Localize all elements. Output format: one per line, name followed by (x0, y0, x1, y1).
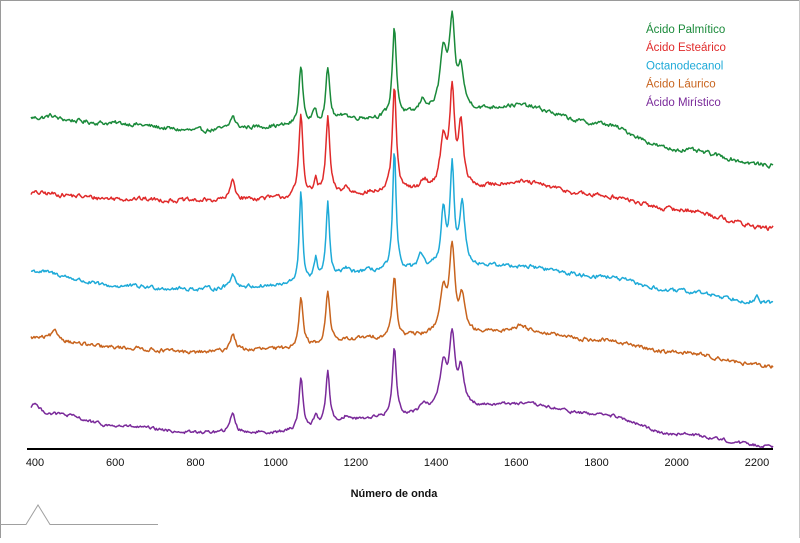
series-line-3 (30, 153, 774, 305)
corner-tab-decoration (0, 504, 158, 525)
x-tick-label: 2000 (664, 457, 688, 469)
x-tick-label: 1800 (584, 457, 608, 469)
legend-item-1: Ácido Palmítico (646, 23, 725, 36)
legend-item-4: Ácido Láurico (646, 78, 716, 91)
legend: Ácido Palmítico Ácido Esteárico Octanodeca… (646, 23, 726, 109)
x-axis-title: Número de onda (351, 488, 439, 500)
x-tick-label: 1600 (504, 457, 528, 469)
x-tick-label: 400 (26, 457, 44, 469)
x-tick-label: 2200 (745, 457, 769, 469)
series-line-4 (30, 240, 774, 369)
x-tick-label: 1400 (424, 457, 448, 469)
legend-item-5: Ácido Mirístico (646, 96, 721, 109)
x-tick-labels: 400 600 800 1000 1200 1400 1600 1800 2000 2200 (26, 457, 769, 469)
x-tick-label: 1200 (344, 457, 368, 469)
legend-item-2: Ácido Esteárico (646, 41, 726, 54)
x-tick-label: 1000 (263, 457, 287, 469)
series-line-2 (30, 80, 774, 232)
series-line-1 (30, 10, 774, 169)
x-tick-label: 600 (106, 457, 124, 469)
x-tick-label: 800 (186, 457, 204, 469)
series-line-5 (30, 328, 774, 449)
legend-item-3: Octanodecanol (646, 60, 723, 72)
series-layer (30, 10, 774, 449)
